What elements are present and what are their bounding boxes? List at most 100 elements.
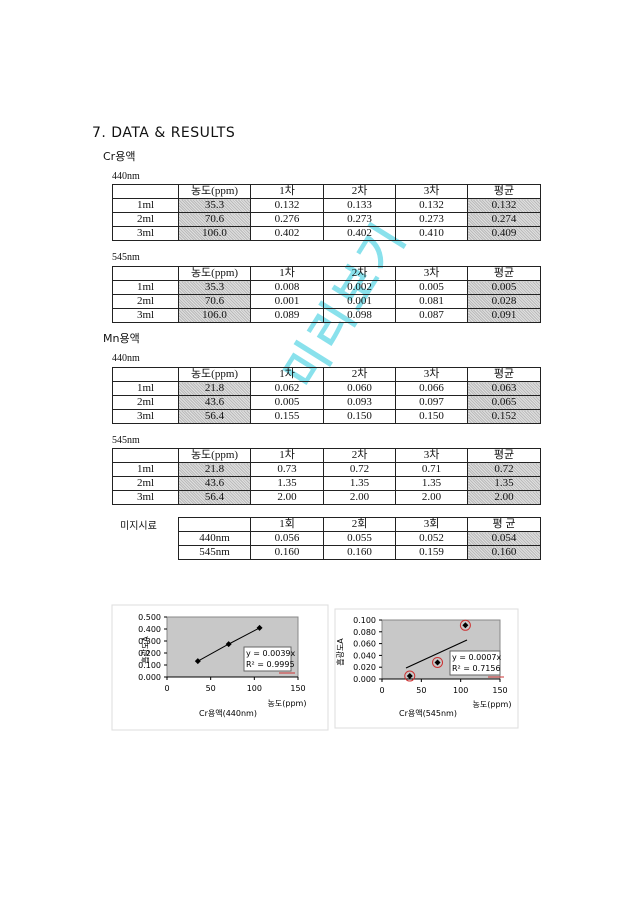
data-cell: 0.062: [250, 381, 324, 396]
data-cell: 2.00: [323, 490, 396, 505]
data-point: [256, 624, 263, 631]
equation-text: y = 0.0007x: [452, 653, 502, 662]
data-cell: 0.71: [395, 462, 468, 477]
x-tick-label: 0: [164, 684, 169, 693]
data-cell: 0.055: [323, 531, 396, 546]
data-cell: 0.160: [323, 545, 396, 560]
row-label: 2ml: [112, 294, 179, 309]
data-cell: 0.132: [395, 198, 468, 213]
data-cell: 0.005: [250, 395, 324, 410]
row-label: 3ml: [112, 490, 179, 505]
header-cell: 3차: [395, 184, 468, 199]
row-label: 545nm: [178, 545, 251, 560]
data-cell: 56.4: [178, 490, 251, 505]
data-cell: 0.063: [467, 381, 541, 396]
y-tick-label: 0.000: [353, 675, 376, 684]
data-cell: 0.72: [323, 462, 396, 477]
header-cell: 2회: [323, 517, 396, 532]
header-cell: [178, 517, 251, 532]
data-cell: 0.73: [250, 462, 324, 477]
data-cell: 0.409: [467, 226, 541, 241]
data-cell: 0.402: [250, 226, 324, 241]
data-cell: 0.133: [323, 198, 396, 213]
data-cell: 0.132: [250, 198, 324, 213]
data-cell: 0.081: [395, 294, 468, 309]
row-label: 1ml: [112, 381, 179, 396]
data-cell: 0.150: [323, 409, 396, 424]
equation-text: y = 0.0039x: [246, 649, 296, 658]
header-cell: [112, 266, 179, 281]
marker-ring: [404, 670, 416, 682]
data-cell: 0.155: [250, 409, 324, 424]
header-cell: 평균: [467, 448, 541, 463]
marker-ring: [432, 656, 444, 668]
y-tick-label: 0.100: [138, 661, 161, 670]
header-cell: 평균: [467, 266, 541, 281]
section-title: Mn용액: [103, 332, 140, 345]
data-cell: 0.060: [323, 381, 396, 396]
y-tick-label: 0.100: [353, 616, 376, 625]
header-cell: 농도(ppm): [178, 367, 251, 382]
header-cell: [112, 184, 179, 199]
header-cell: 3차: [395, 266, 468, 281]
data-cell: 0.097: [395, 395, 468, 410]
data-cell: 70.6: [178, 212, 251, 227]
y-tick-label: 0.300: [138, 637, 161, 646]
data-table: 농도(ppm) 1차 2차 3차 평균 1ml 21.8 0.062 0.060 0.066 0.0…: [112, 367, 541, 424]
header-cell: 2차: [323, 266, 396, 281]
page-title: 7. DATA & RESULTS: [92, 125, 236, 141]
data-cell: 0.132: [467, 198, 541, 213]
data-cell: 1.35: [395, 476, 468, 491]
data-cell: 0.005: [467, 280, 541, 295]
data-cell: 0.001: [250, 294, 324, 309]
y-tick-label: 0.060: [353, 640, 376, 649]
data-point: [434, 659, 441, 666]
y-tick-label: 0.400: [138, 625, 161, 634]
data-cell: 43.6: [178, 476, 251, 491]
y-tick-label: 0.040: [353, 651, 376, 660]
y-tick-label: 0.200: [138, 649, 161, 658]
data-cell: 0.160: [250, 545, 324, 560]
data-cell: 2.00: [467, 490, 541, 505]
data-point: [462, 622, 469, 629]
data-cell: 0.273: [395, 212, 468, 227]
header-cell: [112, 448, 179, 463]
data-point: [406, 673, 413, 680]
data-cell: 1.35: [323, 476, 396, 491]
data-cell: 0.056: [250, 531, 324, 546]
marker-ring: [459, 619, 471, 631]
data-cell: 0.093: [323, 395, 396, 410]
data-cell: 106.0: [178, 308, 251, 323]
table-label: 545nm: [112, 252, 140, 263]
equation-text: R² = 0.9995: [246, 660, 295, 669]
y-tick-label: 0.080: [353, 628, 376, 637]
header-cell: 3차: [395, 367, 468, 382]
x-tick-label: 0: [379, 686, 384, 695]
data-cell: 106.0: [178, 226, 251, 241]
x-tick-label: 50: [416, 686, 426, 695]
data-cell: 0.091: [467, 308, 541, 323]
data-table: 농도(ppm) 1차 2차 3차 평균 1ml 35.3 0.008 0.002 0.005 0.0…: [112, 266, 541, 323]
table-label: 미지시료: [120, 521, 157, 532]
header-cell: 농도(ppm): [178, 266, 251, 281]
data-table: 농도(ppm) 1차 2차 3차 평균 1ml 35.3 0.132 0.133 0.132 0.1…: [112, 184, 541, 241]
header-cell: 3차: [395, 448, 468, 463]
header-cell: 2차: [323, 367, 396, 382]
data-cell: 2.00: [395, 490, 468, 505]
y-axis-label: 흡광도A: [140, 636, 150, 664]
data-cell: 1.35: [467, 476, 541, 491]
y-axis-label: 흡광도A: [335, 638, 345, 666]
equation-box: [449, 650, 501, 676]
data-cell: 0.002: [323, 280, 396, 295]
data-cell: 2.00: [250, 490, 324, 505]
header-cell: 1회: [250, 517, 324, 532]
data-cell: 0.098: [323, 308, 396, 323]
data-cell: 35.3: [178, 198, 251, 213]
data-cell: 0.159: [395, 545, 468, 560]
data-cell: 0.066: [395, 381, 468, 396]
equation-text: R² = 0.7156: [452, 664, 501, 673]
header-cell: 1차: [250, 184, 324, 199]
data-cell: 0.276: [250, 212, 324, 227]
